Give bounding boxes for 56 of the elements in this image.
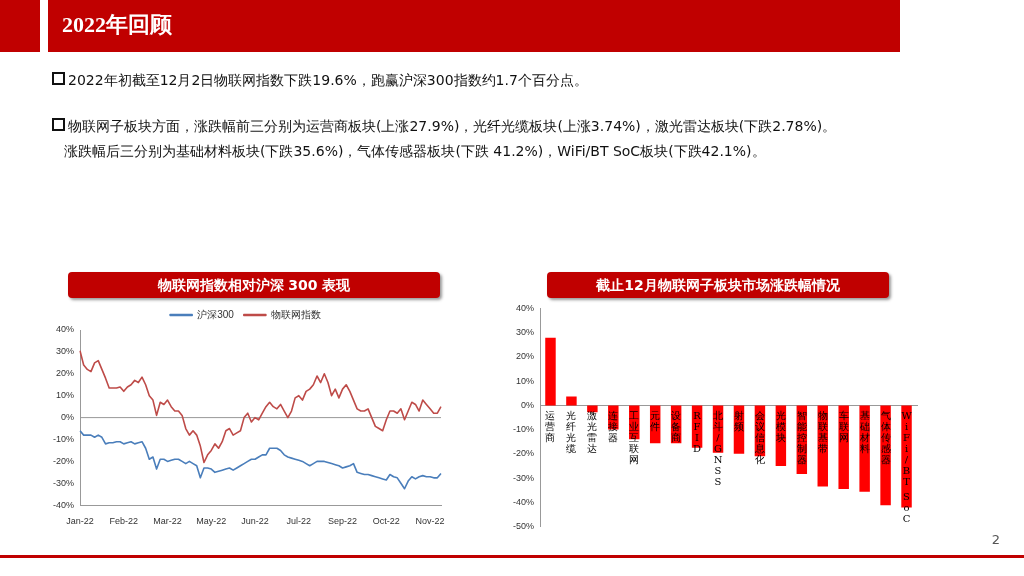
x-tick-label: 物联基带: [817, 409, 828, 454]
y-tick-label: 10%: [515, 375, 535, 386]
x-tick-label: Sep-22: [328, 516, 358, 527]
chart-title: 截止12月物联网子板块市场涨跌幅情况: [547, 272, 889, 298]
y-tick-label: 30%: [515, 327, 535, 338]
x-tick-label: May-22: [196, 516, 227, 527]
legend-label: 沪深300: [197, 308, 235, 320]
x-tick-label: 气体传感器: [880, 409, 891, 465]
y-tick-label: -30%: [52, 477, 75, 488]
x-tick-label: 北斗/GNSS: [713, 409, 724, 487]
x-tick-label: 运营商: [545, 409, 556, 443]
bar: [545, 337, 556, 406]
y-tick-label: 40%: [515, 302, 535, 313]
x-tick-label: 设备商: [671, 409, 682, 443]
x-tick-label: 基础材料: [858, 409, 870, 454]
text: 2: [989, 532, 1002, 547]
y-tick-label: 30%: [55, 346, 75, 357]
category-label: WiFi/BT SoC: [901, 409, 912, 524]
y-tick-label: -30%: [512, 472, 535, 483]
chart-title: 物联网指数相对沪深 300 表现: [68, 272, 440, 298]
y-tick-label: -50%: [512, 521, 535, 532]
x-tick-label: Jun-22: [241, 516, 269, 527]
x-tick-label: 元件: [650, 409, 661, 432]
x-tick-label: Oct-22: [372, 516, 400, 527]
x-tick-label: Nov-22: [415, 516, 445, 527]
text: 2022年回顾: [62, 11, 172, 39]
x-tick-label: 激光雷达: [587, 409, 598, 454]
x-tick-label: 连接器: [608, 409, 619, 443]
x-tick-label: 光纤光缆: [566, 409, 577, 454]
y-tick-label: 20%: [55, 368, 75, 379]
text: 2022年初截至12月2日物联网指数下跌19.6%，跑赢沪深300指数约1.7个百分点。: [52, 72, 588, 90]
y-tick-label: 20%: [515, 351, 535, 362]
legend-label: 物联网指数: [270, 308, 321, 320]
y-tick-label: 0%: [60, 412, 75, 423]
bar: [587, 405, 598, 413]
x-tick-label: 光模块: [774, 409, 786, 443]
x-tick-label: 射频: [733, 409, 744, 432]
y-tick-label: 40%: [55, 324, 75, 335]
text: 物联网子板块方面，涨跌幅前三分别为运营商板块(上涨27.9%)，光纤光缆板块(上涨3.74%)，激光雷达板块(下跌2.78%)。: [52, 118, 837, 136]
x-tick-label: 车联网: [838, 409, 849, 443]
y-tick-label: -40%: [52, 499, 75, 510]
y-tick-label: -20%: [52, 455, 75, 466]
x-tick-label: 会议信息化: [753, 409, 765, 465]
x-tick-label: Jul-22: [286, 516, 312, 527]
x-tick-label: Mar-22: [153, 516, 182, 527]
y-tick-label: -10%: [52, 433, 75, 444]
text: 涨跌幅后三分别为基础材料板块(下跌35.6%)，气体传感器板块(下跌 41.2%)，WiFi/BT SoC板块(下跌42.1%)。: [64, 143, 766, 161]
x-tick-label: 智能控制器: [796, 409, 807, 465]
y-tick-label: -40%: [512, 496, 535, 507]
y-tick-label: 0%: [520, 399, 535, 410]
bar: [566, 396, 577, 406]
y-tick-label: -10%: [512, 424, 535, 435]
y-tick-label: 10%: [55, 390, 75, 401]
x-tick-label: Jan-22: [66, 516, 94, 527]
x-tick-label: Feb-22: [109, 516, 139, 527]
y-tick-label: -20%: [512, 448, 535, 459]
